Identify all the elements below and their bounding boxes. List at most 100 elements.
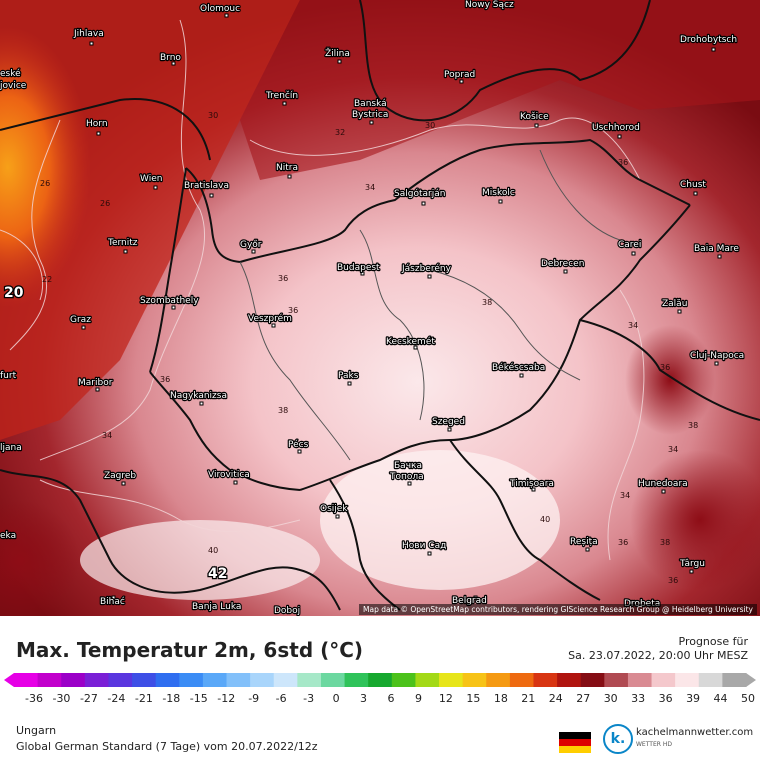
scale-tick-label: 18 bbox=[493, 692, 508, 705]
svg-text:Olomouc: Olomouc bbox=[200, 4, 240, 14]
svg-text:eka: eka bbox=[0, 531, 16, 541]
scale-swatch bbox=[533, 673, 558, 687]
logo-name: kachelmannwetter.com bbox=[636, 727, 754, 738]
svg-text:Košice: Košice bbox=[520, 111, 549, 122]
city-furt: furt bbox=[0, 370, 18, 382]
svg-text:Banja Luka: Banja Luka bbox=[192, 602, 241, 612]
scale-swatch bbox=[37, 673, 62, 687]
scale-swatch bbox=[439, 673, 464, 687]
svg-text:Бачка: Бачка bbox=[394, 461, 422, 471]
city-miskolc: Miskolc bbox=[481, 187, 516, 204]
scale-tick-label: -6 bbox=[275, 692, 287, 705]
isotherm-label: 30 bbox=[425, 121, 435, 130]
isotherm-label: 34 bbox=[668, 445, 678, 454]
german-flag-icon bbox=[559, 732, 591, 753]
svg-text:Banská: Banská bbox=[354, 99, 387, 109]
scale-tick-label: -9 bbox=[248, 692, 260, 705]
city-nitra: Nitra bbox=[275, 162, 299, 179]
svg-text:Wien: Wien bbox=[140, 174, 162, 184]
svg-text:Miskolc: Miskolc bbox=[482, 188, 515, 198]
scale-tick-label: 3 bbox=[360, 692, 368, 705]
city-banjaluka: Banja Luka bbox=[191, 601, 243, 613]
city-wien: Wien bbox=[139, 173, 164, 190]
svg-text:Szeged: Szeged bbox=[432, 417, 465, 427]
city-horn: Horn bbox=[85, 118, 109, 136]
scale-tick-label: 44 bbox=[713, 692, 728, 705]
svg-text:Zagreb: Zagreb bbox=[104, 471, 136, 481]
scale-tick-label: -24 bbox=[107, 692, 126, 705]
city-hunedoara: Hunedoara bbox=[637, 478, 689, 494]
temperature-map[interactable]: 26 22 26 34 36 36 36 38 38 38 34 34 36 3… bbox=[0, 0, 760, 616]
city-bekescsaba: Békéscsaba bbox=[491, 361, 546, 378]
scale-swatch bbox=[651, 673, 676, 687]
svg-text:Paks: Paks bbox=[338, 371, 359, 381]
logo-icon: k. bbox=[603, 724, 633, 754]
svg-text:furt: furt bbox=[0, 371, 17, 381]
scale-swatch bbox=[226, 673, 251, 687]
city-baiamare: Baia Mare bbox=[693, 243, 741, 259]
forecast-date: Sa. 23.07.2022, 20:00 Uhr MESZ bbox=[568, 649, 748, 662]
svg-text:Ternitz: Ternitz bbox=[107, 238, 138, 248]
svg-text:Trenčín: Trenčín bbox=[265, 90, 298, 101]
city-kecskemet: Kecskemét bbox=[385, 335, 437, 350]
svg-text:Uschhorod: Uschhorod bbox=[592, 123, 640, 133]
svg-text:Brno: Brno bbox=[160, 53, 181, 63]
scale-tick-label: 21 bbox=[521, 692, 536, 705]
scale-tick-label: -18 bbox=[162, 692, 181, 705]
city-drohobytsch: Drohobytsch bbox=[679, 34, 738, 52]
kachelmann-logo[interactable]: k. kachelmannwetter.com WETTER HD bbox=[603, 724, 753, 756]
isotherm-label: 30 bbox=[208, 111, 218, 120]
city-reka: eka bbox=[0, 530, 17, 542]
svg-text:Virovitica: Virovitica bbox=[208, 470, 250, 480]
dinaric-zone bbox=[0, 500, 80, 616]
sava-plain-zone bbox=[80, 520, 320, 600]
city-paks: Paks bbox=[337, 370, 360, 386]
scale-tick-label: -30 bbox=[52, 692, 71, 705]
scale-swatch bbox=[580, 673, 605, 687]
svg-text:Maribor: Maribor bbox=[78, 378, 113, 388]
color-scale bbox=[4, 673, 756, 687]
svg-text:Graz: Graz bbox=[70, 315, 91, 325]
city-maribor: Maribor bbox=[77, 377, 114, 392]
city-ternitz: Ternitz bbox=[106, 237, 139, 254]
city-gyor: Győr bbox=[239, 239, 263, 254]
scale-tick-label: 39 bbox=[686, 692, 701, 705]
svg-text:Pécs: Pécs bbox=[288, 439, 309, 450]
city-brno: Brno bbox=[159, 52, 183, 66]
isotherm-label: 26 bbox=[40, 179, 50, 188]
isotherm-lines bbox=[0, 19, 645, 561]
isotherm-label: 34 bbox=[620, 491, 630, 500]
svg-text:Jihlava: Jihlava bbox=[73, 29, 104, 39]
city-ljubljana: ljana bbox=[0, 442, 23, 454]
city-bystrica: Bystrica bbox=[351, 109, 390, 125]
svg-text:Târgu: Târgu bbox=[679, 559, 705, 569]
scale-swatch bbox=[344, 673, 369, 687]
isotherm-label: 36 bbox=[288, 306, 298, 315]
map-attribution: Map data © OpenStreetMap contributors, r… bbox=[359, 604, 757, 615]
city-timisoara: Timișoara bbox=[508, 478, 555, 492]
city-veszprem: Veszprém bbox=[247, 312, 293, 328]
svg-text:Kecskemét: Kecskemét bbox=[386, 336, 435, 347]
city-pecs: Pécs bbox=[287, 438, 310, 454]
city-debrecen: Debrecen bbox=[540, 258, 586, 274]
isotherm-label: 32 bbox=[335, 128, 345, 137]
scale-max-arrow bbox=[746, 673, 756, 687]
city-ceske: eské bbox=[0, 67, 22, 80]
city-szeged: Szeged bbox=[431, 416, 466, 432]
svg-text:Chust: Chust bbox=[680, 180, 706, 190]
svg-text:Békéscsaba: Békéscsaba bbox=[492, 362, 545, 373]
scale-swatch bbox=[250, 673, 275, 687]
svg-text:Reșița: Reșița bbox=[570, 537, 598, 547]
svg-text:Bratislava: Bratislava bbox=[184, 181, 229, 191]
scale-swatch bbox=[722, 673, 747, 687]
scale-tick-label: 27 bbox=[576, 692, 591, 705]
isotherm-label: 36 bbox=[278, 274, 288, 283]
isotherm-label: 36 bbox=[160, 375, 170, 384]
city-clujnapoca: Cluj-Napoca bbox=[689, 350, 745, 366]
isotherm-labels: 26 22 26 34 36 36 36 38 38 38 34 34 36 3… bbox=[40, 111, 698, 585]
city-salgotarjan: Salgótarján bbox=[393, 187, 447, 206]
scale-swatch bbox=[391, 673, 416, 687]
svg-text:Veszprém: Veszprém bbox=[248, 313, 292, 324]
local-value: 20 bbox=[4, 285, 24, 301]
scale-swatch bbox=[604, 673, 629, 687]
